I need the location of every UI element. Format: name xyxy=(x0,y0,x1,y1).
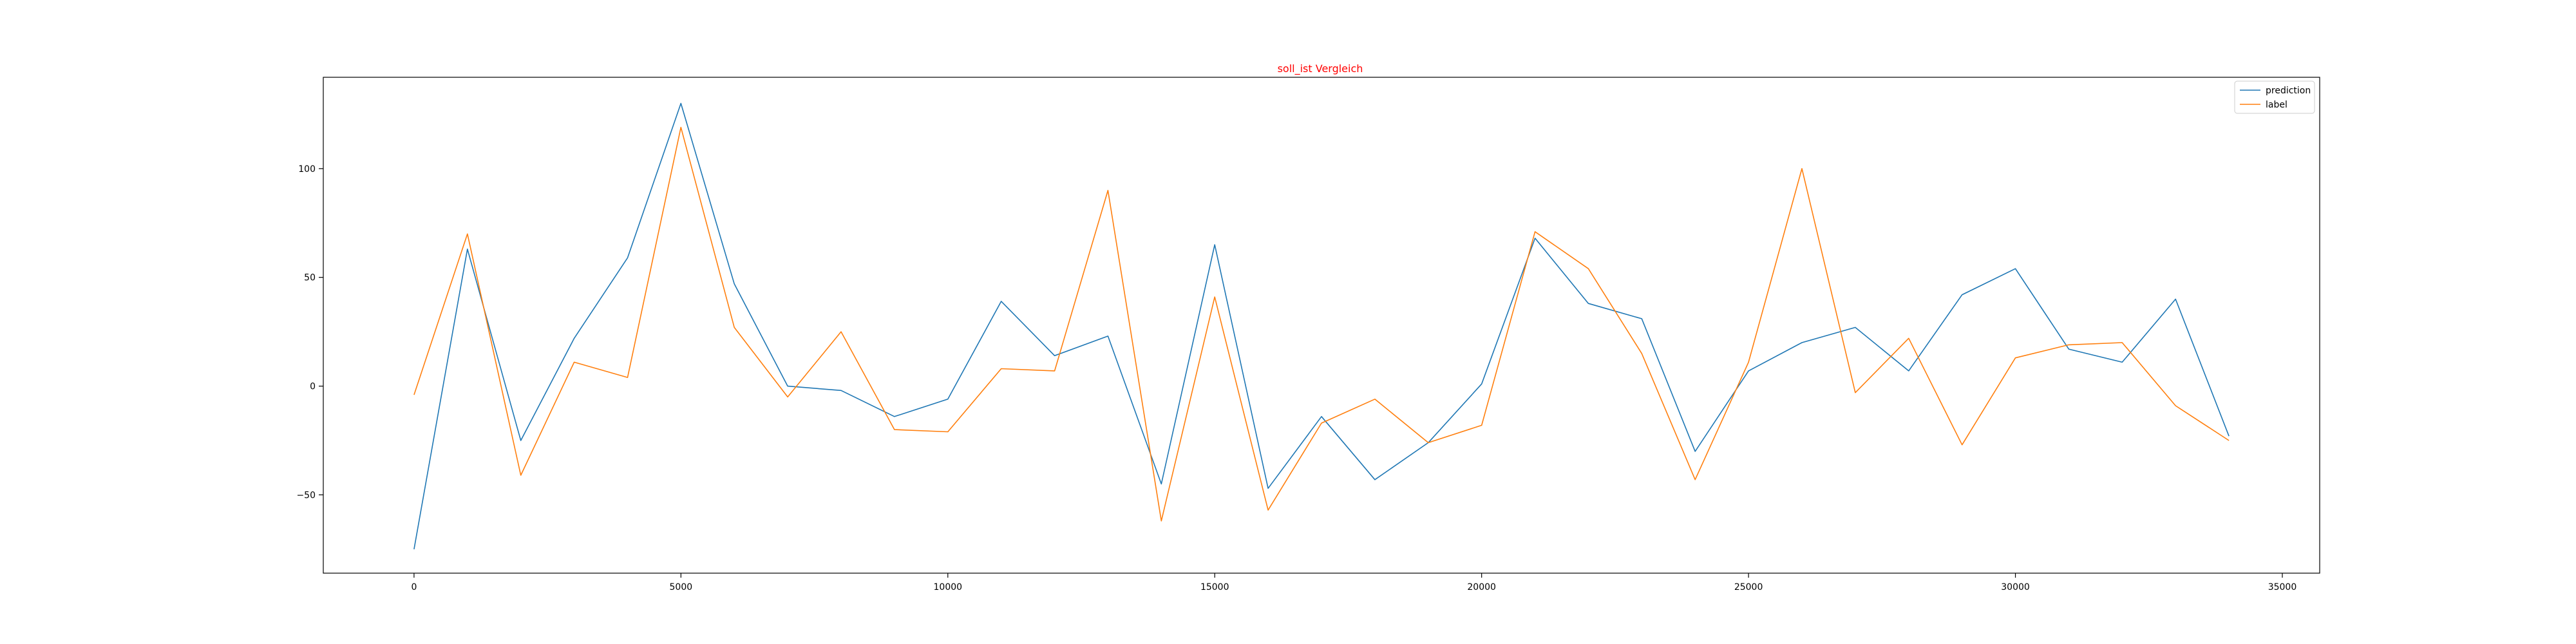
y-tick-label: 0 xyxy=(310,382,316,392)
x-tick-label: 10000 xyxy=(934,582,963,592)
legend: prediction label xyxy=(2234,80,2315,114)
x-tick-label: 30000 xyxy=(2001,582,2030,592)
axis-ticks: 0 5000 10000 15000 20000 25000 30000 35000 −50 0 5… xyxy=(296,164,2297,592)
series-line-prediction xyxy=(413,102,2230,550)
chart-title: soll_ist Vergleich xyxy=(1278,62,1363,75)
y-tick-label: 100 xyxy=(298,164,316,175)
legend-box xyxy=(2234,80,2315,114)
legend-label-label: label xyxy=(2266,100,2287,110)
axes-frame xyxy=(323,77,2320,574)
x-tick-label: 35000 xyxy=(2268,582,2297,592)
series-line-label xyxy=(413,126,2230,522)
plot-area xyxy=(413,102,2230,550)
y-tick-label: 50 xyxy=(304,273,316,283)
x-tick-label: 25000 xyxy=(1734,582,1763,592)
y-tick-label: −50 xyxy=(296,490,316,500)
x-tick-label: 5000 xyxy=(670,582,693,592)
legend-label-prediction: prediction xyxy=(2266,86,2311,96)
x-tick-label: 15000 xyxy=(1200,582,1229,592)
x-tick-label: 0 xyxy=(411,582,417,592)
x-tick-label: 20000 xyxy=(1467,582,1496,592)
